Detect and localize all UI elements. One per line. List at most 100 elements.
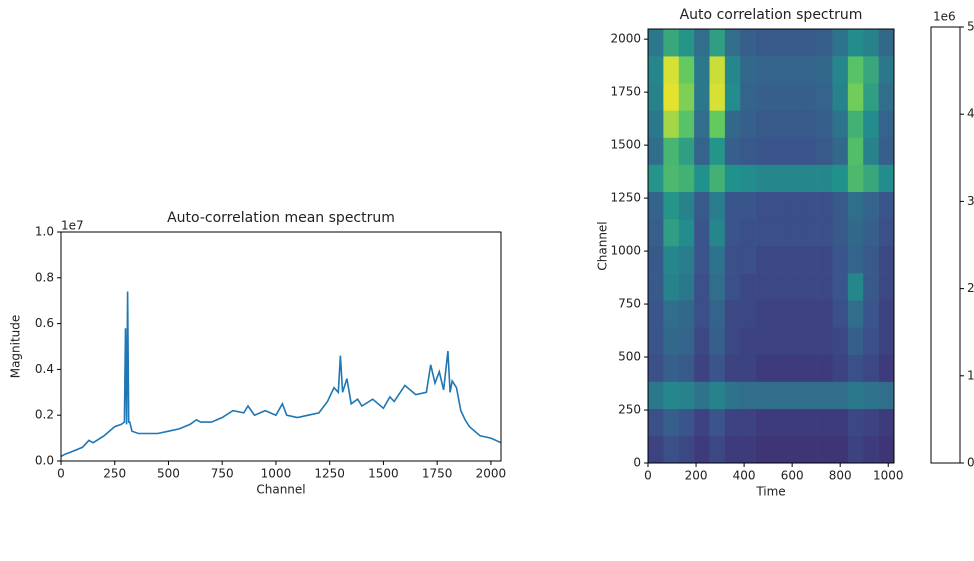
- heatmap-cell: [755, 83, 772, 111]
- heatmap-cell: [771, 83, 787, 111]
- heatmap-cell: [847, 110, 864, 138]
- heatmap-cell: [801, 137, 818, 165]
- heatmap-cell: [724, 300, 741, 328]
- heatmap-cell: [801, 300, 818, 328]
- x-tick-label: 0: [57, 467, 65, 481]
- heatmap-cell: [878, 354, 895, 382]
- heatmap-cell: [817, 300, 833, 328]
- heatmap-cell: [847, 246, 864, 274]
- heatmap-cell: [786, 83, 803, 111]
- heatmap-cell: [694, 191, 710, 220]
- heatmap-cell: [878, 164, 895, 193]
- heatmap-cell: [648, 246, 664, 274]
- heatmap-cell: [740, 327, 756, 355]
- heatmap-cell: [847, 354, 864, 382]
- heatmap-cell: [694, 83, 710, 111]
- y-axis-label: Channel: [596, 221, 610, 270]
- heatmap-cell: [740, 354, 756, 382]
- heatmap-cell: [847, 300, 864, 328]
- heatmap-cell: [832, 83, 849, 111]
- heatmap-cell: [648, 83, 664, 111]
- heatmap-cell: [847, 29, 864, 57]
- heatmap-cell: [740, 191, 756, 220]
- heatmap-cell: [832, 300, 849, 328]
- heatmap-cell: [709, 110, 726, 138]
- heatmap-cell: [863, 56, 879, 84]
- heatmap-cell: [694, 354, 710, 382]
- heatmap-cell: [755, 300, 772, 328]
- heatmap-cell: [801, 83, 818, 111]
- heatmap-cell: [709, 56, 726, 84]
- x-axis-label: Time: [755, 485, 785, 499]
- heatmap-cell: [709, 29, 726, 57]
- x-tick-label: 1000: [261, 467, 292, 481]
- heatmap-cell: [786, 381, 803, 410]
- heatmap-cell: [847, 191, 864, 220]
- heatmap-cell: [678, 83, 695, 111]
- heatmap-cell: [755, 408, 772, 437]
- heatmap-cell: [832, 191, 849, 220]
- heatmap-cell: [786, 273, 803, 301]
- heatmap-cell: [755, 137, 772, 165]
- heatmap-cell: [663, 83, 680, 111]
- heatmap-cell: [817, 273, 833, 301]
- colorbar-tick-label: 4: [967, 107, 974, 121]
- heatmap-cell: [847, 408, 864, 437]
- heatmap-cell: [847, 381, 864, 410]
- heatmap-cell: [648, 354, 664, 382]
- heatmap-cell: [878, 327, 895, 355]
- heatmap-cell: [801, 56, 818, 84]
- heatmap-cell: [724, 218, 741, 247]
- x-tick-label: 400: [733, 469, 756, 483]
- heatmap-cell: [832, 164, 849, 193]
- heatmap-cell: [724, 435, 741, 464]
- heatmap-cell: [878, 381, 895, 410]
- heatmap-cell: [863, 110, 879, 138]
- heatmap-cell: [724, 246, 741, 274]
- chart-title: Auto correlation spectrum: [680, 7, 863, 23]
- heatmap-cell: [755, 246, 772, 274]
- heatmap-cell: [801, 246, 818, 274]
- heatmap-cell: [663, 29, 680, 57]
- heatmap-cell: [648, 408, 664, 437]
- y-tick-label: 0.0: [35, 454, 54, 468]
- heatmap-cell: [724, 408, 741, 437]
- heatmap-cell: [817, 327, 833, 355]
- x-tick-label: 800: [829, 469, 852, 483]
- heatmap-cell: [817, 246, 833, 274]
- heatmap-cell: [724, 164, 741, 193]
- heatmap-cell: [817, 435, 833, 464]
- heatmap-cell: [694, 29, 710, 57]
- heatmap-cell: [863, 29, 879, 57]
- heatmap-cell: [724, 137, 741, 165]
- heatmap-cell: [724, 110, 741, 138]
- heatmap-cell: [755, 164, 772, 193]
- heatmap-cell: [832, 56, 849, 84]
- heatmap-cell: [832, 218, 849, 247]
- heatmap-cell: [832, 381, 849, 410]
- line-series: [60, 291, 502, 458]
- y-tick-label: 0.8: [35, 270, 54, 284]
- heatmap-cell: [648, 110, 664, 138]
- y-tick-label: 0.2: [35, 408, 54, 422]
- heatmap-cell: [648, 191, 664, 220]
- heatmap-cell: [801, 164, 818, 193]
- heatmap-cell: [832, 408, 849, 437]
- heatmap-cell: [663, 110, 680, 138]
- axes-frame: [647, 28, 895, 464]
- heatmap-cell: [755, 29, 772, 57]
- heatmap-cell: [648, 327, 664, 355]
- x-tick-label: 0: [644, 469, 652, 483]
- heatmap-cell: [832, 110, 849, 138]
- heatmap-cell: [724, 29, 741, 57]
- heatmap-cell: [771, 381, 787, 410]
- heatmap-cell: [832, 327, 849, 355]
- heatmap-cell: [709, 327, 726, 355]
- heatmap-cell: [740, 56, 756, 84]
- y-tick-label: 750: [618, 297, 641, 311]
- x-tick-label: 1750: [422, 467, 453, 481]
- y-tick-label: 1750: [610, 85, 641, 99]
- heatmap-cell: [648, 273, 664, 301]
- heatmap-cell: [801, 381, 818, 410]
- y-tick-label: 250: [618, 403, 641, 417]
